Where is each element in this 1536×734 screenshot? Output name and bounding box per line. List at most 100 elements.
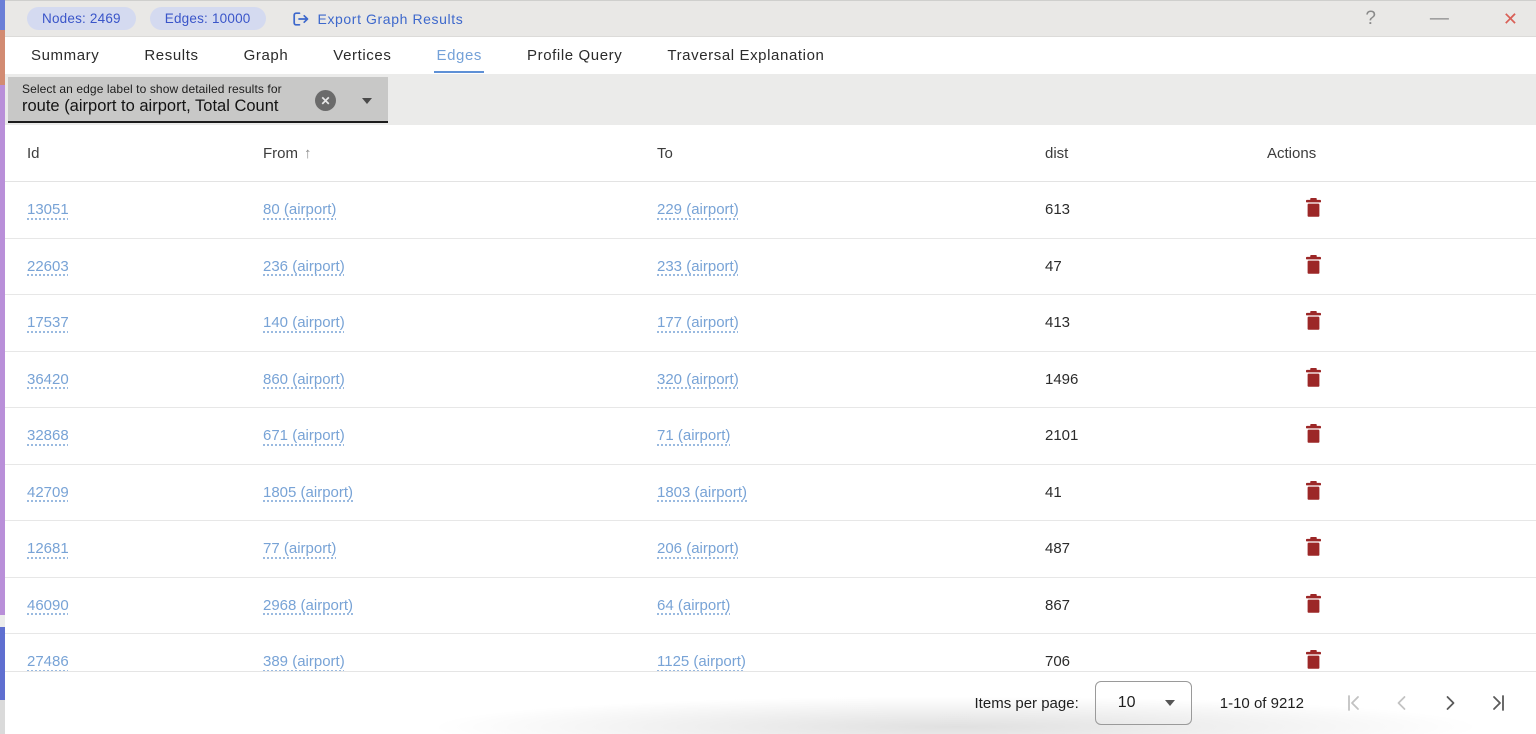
to-vertex-link[interactable]: 320 (airport) [657,370,739,388]
edge-id-link[interactable]: 42709 [27,483,69,501]
edge-id-link[interactable]: 12681 [27,540,69,558]
edge-id-link[interactable]: 17537 [27,314,69,332]
edge-strip-segment [0,615,5,627]
table-row: 32868 671 (airport) 71 (airport) 2101 [5,408,1536,465]
tab-summary[interactable]: Summary [31,47,100,64]
from-vertex-link[interactable]: 236 (airport) [263,257,345,275]
tab-graph[interactable]: Graph [243,47,289,64]
to-vertex-link[interactable]: 64 (airport) [657,596,731,614]
to-vertex-link[interactable]: 1803 (airport) [657,483,748,501]
table-row: 36420 860 (airport) 320 (airport) 1496 [5,352,1536,408]
delete-edge-button[interactable] [1305,311,1322,331]
column-header-to-label: To [657,144,673,162]
page-size-select[interactable]: 10 [1094,681,1192,725]
next-page-button[interactable] [1426,683,1474,723]
paginator: Items per page: 10 1-10 of 9212 [5,671,1536,734]
delete-edge-button[interactable] [1305,480,1322,500]
table-row: 46090 2968 (airport) 64 (airport) 867 [5,578,1536,634]
from-vertex-link[interactable]: 2968 (airport) [263,596,354,614]
edge-label-select-label: Select an edge label to show detailed re… [22,82,282,96]
dist-value: 41 [1045,483,1062,501]
delete-edge-button[interactable] [1305,593,1322,613]
tab-bar: Summary Results Graph Vertices Edges Profile … [5,37,1536,74]
column-header-dist-label: dist [1045,144,1069,162]
from-vertex-link[interactable]: 389 (airport) [263,653,345,671]
to-vertex-link[interactable]: 233 (airport) [657,257,739,275]
delete-edge-button[interactable] [1305,424,1322,444]
edge-strip-segment [0,85,5,615]
from-vertex-link[interactable]: 77 (airport) [263,540,337,558]
dist-value: 613 [1045,201,1071,219]
help-button[interactable]: ? [1365,8,1376,29]
export-graph-results-button[interactable]: Export Graph Results [292,11,464,27]
page-size-value: 10 [1117,694,1136,711]
tab-vertices[interactable]: Vertices [333,47,392,64]
tab-traversal-explanation[interactable]: Traversal Explanation [667,47,825,64]
table-row: 42709 1805 (airport) 1803 (airport) 41 [5,465,1536,521]
dist-value: 487 [1045,540,1071,558]
from-vertex-link[interactable]: 80 (airport) [263,201,337,219]
tab-results[interactable]: Results [144,47,199,64]
column-header-id-label: Id [27,144,40,162]
edge-id-link[interactable]: 46090 [27,596,69,614]
title-bar: Nodes: 2469 Edges: 10000 Export Graph Re… [5,0,1536,37]
edge-strip-segment [0,700,5,734]
table-row: 13051 80 (airport) 229 (airport) 613 [5,182,1536,239]
column-header-from[interactable]: From ↑ [241,145,635,162]
tab-profile-query[interactable]: Profile Query [527,47,623,64]
delete-edge-button[interactable] [1305,198,1322,218]
filter-band: Select an edge label to show detailed re… [5,74,1536,125]
clear-filter-button[interactable]: ✕ [315,90,336,111]
to-vertex-link[interactable]: 177 (airport) [657,314,739,332]
from-vertex-link[interactable]: 1805 (airport) [263,483,354,501]
dist-value: 413 [1045,314,1071,332]
edge-label-select-value: route (airport to airport, Total Count [22,97,279,115]
dist-value: 47 [1045,257,1062,275]
to-vertex-link[interactable]: 1125 (airport) [657,653,746,671]
close-button[interactable]: ✕ [1502,8,1518,29]
edges-count-badge: Edges: 10000 [149,7,266,30]
table-header: Id From ↑ To dist Actions [5,125,1536,182]
column-header-to[interactable]: To [635,145,1023,162]
edge-id-link[interactable]: 22603 [27,257,69,275]
tab-edges[interactable]: Edges [434,38,485,73]
first-page-button[interactable] [1330,683,1378,723]
edge-strip-segment [0,30,5,85]
delete-edge-button[interactable] [1305,254,1322,274]
column-header-actions-label: Actions [1267,144,1317,162]
background-window-edge [0,0,5,734]
chevron-down-icon [1164,700,1175,706]
previous-page-button[interactable] [1378,683,1426,723]
sort-ascending-icon: ↑ [304,144,312,162]
dist-value: 2101 [1045,427,1079,445]
edge-id-link[interactable]: 32868 [27,427,69,445]
column-header-dist[interactable]: dist [1023,145,1245,162]
to-vertex-link[interactable]: 71 (airport) [657,427,731,445]
delete-edge-button[interactable] [1305,537,1322,557]
edge-id-link[interactable]: 27486 [27,653,69,671]
column-header-id[interactable]: Id [5,145,241,162]
dist-value: 1496 [1045,370,1079,388]
edge-strip-segment [0,627,5,700]
from-vertex-link[interactable]: 671 (airport) [263,427,345,445]
last-page-button[interactable] [1474,683,1522,723]
to-vertex-link[interactable]: 229 (airport) [657,201,739,219]
table-row: 22603 236 (airport) 233 (airport) 47 [5,239,1536,295]
column-header-actions: Actions [1245,145,1536,162]
chevron-down-icon[interactable] [362,98,372,104]
page-range-label: 1-10 of 9212 [1219,694,1304,712]
table-body: 13051 80 (airport) 229 (airport) 613 226… [5,182,1536,691]
edge-id-link[interactable]: 13051 [27,201,69,219]
minimize-button[interactable]: — [1429,8,1449,29]
from-vertex-link[interactable]: 140 (airport) [263,314,345,332]
edge-label-select[interactable]: Select an edge label to show detailed re… [8,77,388,123]
to-vertex-link[interactable]: 206 (airport) [657,540,739,558]
from-vertex-link[interactable]: 860 (airport) [263,370,345,388]
dist-value: 706 [1045,653,1071,671]
delete-edge-button[interactable] [1305,650,1322,670]
column-header-from-label: From [263,144,298,162]
delete-edge-button[interactable] [1305,367,1322,387]
edge-id-link[interactable]: 36420 [27,370,69,388]
export-label: Export Graph Results [317,10,464,27]
